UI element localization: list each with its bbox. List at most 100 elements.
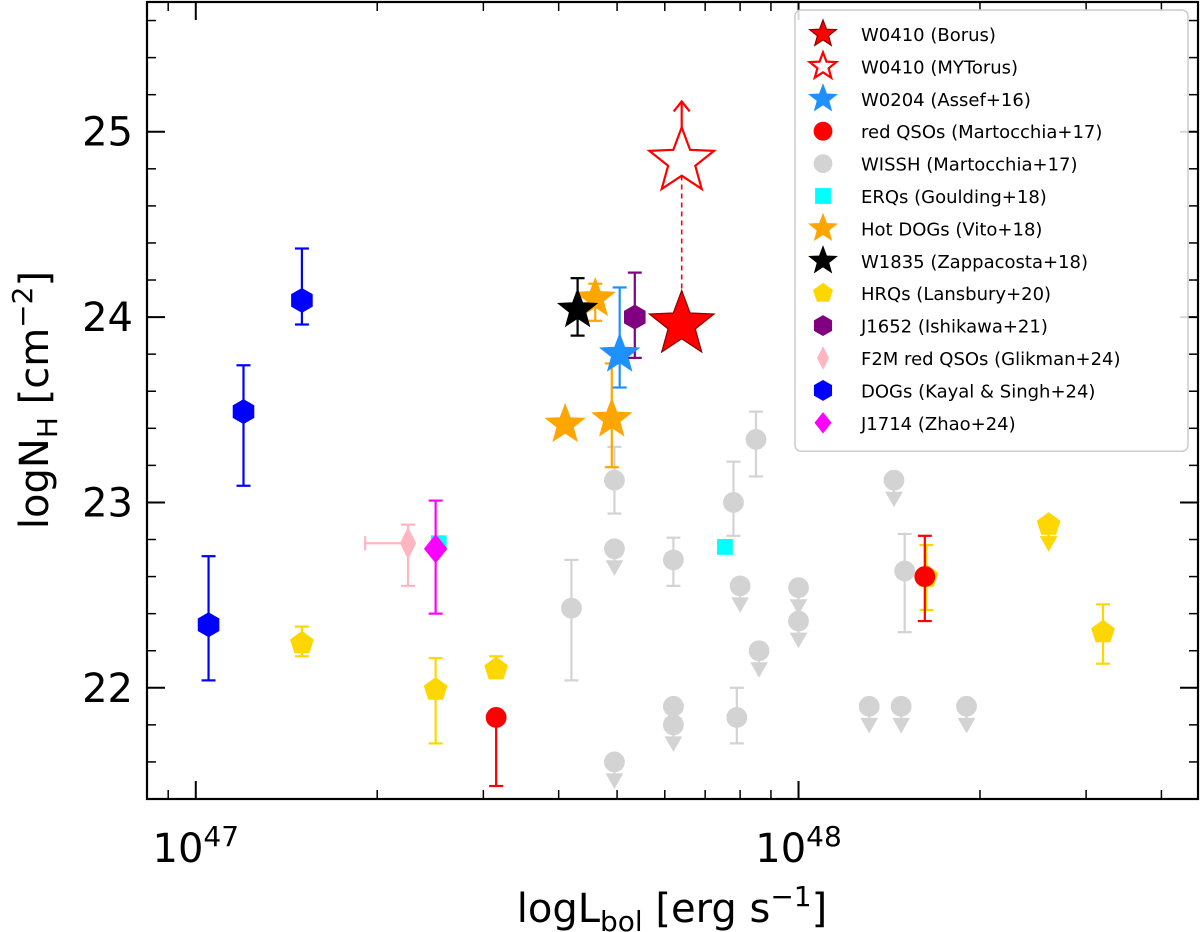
data-point — [599, 332, 641, 372]
data-point — [291, 287, 313, 313]
y-tick-label: 25 — [82, 110, 133, 156]
legend-label: W1835 (Zappacosta+18) — [861, 252, 1088, 273]
data-point — [788, 610, 809, 632]
legend-item: WISSH (Martocchia+17) — [813, 154, 1078, 176]
data-point — [290, 630, 314, 654]
legend-label: W0204 (Assef+16) — [861, 90, 1031, 111]
data-point — [604, 469, 625, 491]
legend-marker — [806, 49, 840, 81]
series-dogs-kayal-singh-24 — [197, 247, 313, 682]
legend-label: red QSOs (Martocchia+17) — [861, 122, 1102, 143]
data-point — [748, 640, 770, 662]
upper-limit-arrow — [892, 717, 911, 734]
upper-limit-arrow — [750, 662, 768, 678]
data-point — [956, 695, 977, 717]
legend-marker — [813, 282, 833, 302]
data-point — [604, 751, 625, 773]
legend-item: red QSOs (Martocchia+17) — [813, 121, 1102, 143]
data-point — [788, 577, 809, 599]
legend-item: DOGs (Kayal & Singh+24) — [813, 379, 1095, 402]
upper-limit-arrow — [605, 773, 624, 789]
data-point — [914, 566, 936, 587]
legend: W0410 (Borus) W0410 (MYTorus) W0204 (Assef… — [794, 9, 1189, 452]
data-point — [717, 539, 733, 555]
series-j1714-zhao-24 — [423, 499, 448, 615]
data-point — [894, 560, 916, 582]
series-w0410-borus — [647, 288, 716, 354]
data-point — [423, 677, 448, 700]
data-point — [1036, 512, 1061, 535]
legend-marker — [808, 212, 838, 242]
data-point — [726, 707, 748, 728]
data-point — [556, 287, 599, 328]
legend-item: J1714 (Zhao+24) — [814, 412, 1016, 435]
data-point — [485, 707, 507, 728]
data-point — [484, 656, 509, 680]
legend-item: ERQs (Goulding+18) — [815, 187, 1047, 208]
legend-box — [794, 9, 1189, 452]
legend-label: W0410 (MYTorus) — [861, 57, 1018, 78]
data-point — [544, 402, 586, 443]
y-tick-label: 24 — [82, 295, 133, 341]
series-j1652-ishikawa-21 — [624, 271, 646, 359]
legend-item: W0204 (Assef+16) — [808, 83, 1031, 112]
legend-label: F2M red QSOs (Glikman+24) — [861, 349, 1121, 370]
plot-area — [197, 99, 1115, 789]
lower-limit-arrow — [672, 99, 691, 113]
series-w1835-zappacosta-18 — [556, 277, 599, 337]
legend-label: DOGs (Kayal & Singh+24) — [861, 381, 1095, 402]
x-tick-label: 1047 — [153, 820, 240, 872]
y-axis-label: logNH [cm−2] — [6, 271, 64, 529]
legend-label: J1652 (Ishikawa+21) — [860, 317, 1048, 338]
data-point — [723, 492, 744, 513]
legend-marker — [813, 315, 833, 337]
legend-item: W0410 (Borus) — [808, 18, 996, 47]
legend-marker — [817, 346, 829, 370]
data-point — [662, 695, 684, 717]
series-w0204-assef-16 — [599, 286, 641, 389]
upper-limit-arrow — [860, 717, 879, 734]
legend-label: HRQs (Lansbury+20) — [861, 284, 1051, 305]
upper-limit-arrow — [885, 491, 903, 508]
legend-marker — [808, 18, 838, 47]
legend-marker — [813, 121, 833, 141]
data-point — [399, 526, 417, 560]
legend-item: HRQs (Lansbury+20) — [813, 282, 1051, 305]
data-point — [561, 597, 582, 619]
legend-item: F2M red QSOs (Glikman+24) — [817, 346, 1121, 370]
data-point — [197, 612, 220, 638]
data-point — [604, 538, 625, 560]
data-point — [423, 534, 448, 564]
x-tick-label: 1048 — [755, 820, 842, 872]
data-point — [1091, 619, 1115, 643]
series-wissh-martocchia-17 — [561, 410, 977, 789]
legend-marker — [808, 245, 838, 274]
legend-item: W1835 (Zappacosta+18) — [808, 245, 1088, 274]
upper-limit-arrow — [731, 597, 749, 613]
data-point — [858, 695, 880, 717]
legend-marker — [808, 83, 838, 112]
legend-label: Hot DOGs (Vito+18) — [861, 219, 1042, 240]
legend-label: ERQs (Goulding+18) — [861, 187, 1047, 208]
upper-limit-arrow — [605, 560, 624, 576]
y-tick-label: 23 — [82, 480, 133, 526]
series-w0410-mytorus — [646, 99, 718, 192]
legend-label: J1714 (Zhao+24) — [860, 414, 1016, 435]
legend-marker — [814, 412, 832, 434]
y-tick-label: 22 — [82, 666, 133, 712]
series-f2m-red-qsos-glikman-24 — [364, 523, 417, 587]
data-point — [232, 399, 255, 425]
upper-limit-arrow — [957, 717, 976, 734]
data-point — [890, 695, 912, 717]
legend-label: W0410 (Borus) — [861, 25, 996, 46]
series-red-qsos-martocchia-17 — [485, 534, 936, 788]
upper-limit-arrow — [664, 736, 683, 752]
legend-item: J1652 (Ishikawa+21) — [813, 315, 1048, 338]
data-point — [883, 469, 905, 491]
data-point — [591, 397, 633, 437]
data-point — [745, 429, 767, 450]
axis-labels: 22 23 24 25 1047 1048 logLbol [erg s−1] logNH [… — [6, 110, 842, 932]
x-axis-label: logLbol [erg s−1] — [517, 880, 827, 932]
legend-item: W0410 (MYTorus) — [806, 49, 1018, 81]
